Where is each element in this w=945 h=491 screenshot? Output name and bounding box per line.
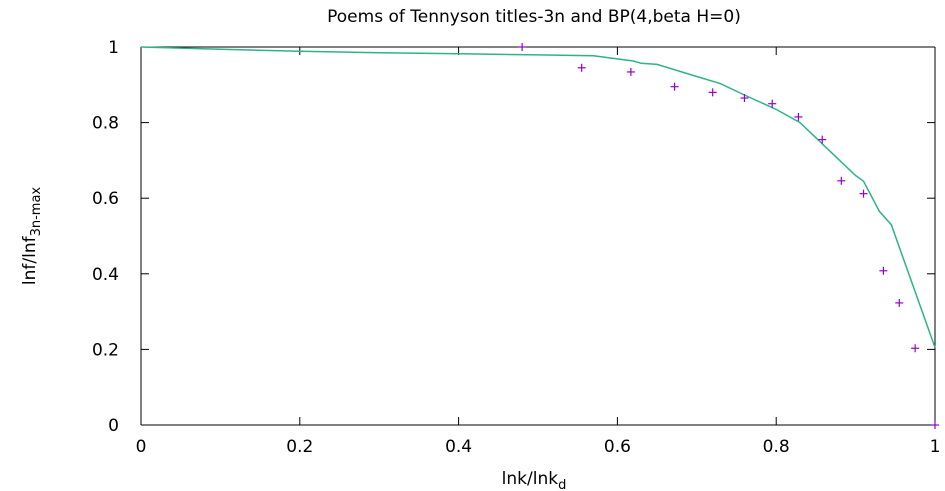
- data-point: [931, 421, 939, 429]
- x-axis-label-sub: d: [558, 478, 566, 491]
- x-axis-label-main: lnk/lnk: [502, 469, 559, 489]
- x-axis-label: lnk/lnkd: [502, 469, 567, 491]
- y-tick-label: 1: [108, 38, 119, 58]
- data-point: [859, 189, 868, 198]
- y-axis-label-sub: 3n-max: [29, 187, 44, 237]
- x-tick-label: 0: [136, 437, 147, 457]
- data-point: [670, 82, 679, 91]
- series-points-group: [518, 43, 939, 429]
- plot-frame: [140, 46, 936, 426]
- x-tick-label: 1: [930, 437, 941, 457]
- y-axis-label-main: lnf/lnf: [20, 235, 40, 285]
- data-point: [740, 94, 749, 103]
- x-tick-label: 0.6: [604, 437, 631, 457]
- y-axis-label: lnf/lnf3n-max: [20, 187, 44, 286]
- data-point: [577, 63, 586, 72]
- x-tick-label: 0.2: [286, 437, 313, 457]
- x-axis-ticks: 0 0.2 0.4 0.6 0.8 1: [136, 47, 941, 457]
- data-point: [818, 135, 827, 144]
- data-point: [518, 43, 527, 51]
- x-tick-label: 0.4: [445, 437, 472, 457]
- data-point: [837, 176, 846, 185]
- data-point: [708, 88, 717, 97]
- y-tick-label: 0.8: [92, 114, 119, 134]
- y-tick-label: 0: [108, 416, 119, 436]
- y-tick-label: 0.6: [92, 189, 119, 209]
- y-tick-label: 0.4: [92, 265, 119, 285]
- series-line-group: [140, 46, 936, 348]
- series-line: [140, 46, 936, 348]
- x-tick-label: 0.8: [763, 437, 790, 457]
- y-tick-label: 0.2: [92, 340, 119, 360]
- data-point: [768, 99, 777, 108]
- data-point: [626, 67, 635, 76]
- data-point: [794, 112, 803, 121]
- data-point: [879, 266, 888, 275]
- data-point: [895, 298, 904, 307]
- data-point: [911, 344, 920, 353]
- chart-title: Poems of Tennyson titles-3n and BP(4,bet…: [327, 7, 741, 27]
- y-axis-ticks: 0 0.2 0.4 0.6 0.8 1: [92, 38, 935, 436]
